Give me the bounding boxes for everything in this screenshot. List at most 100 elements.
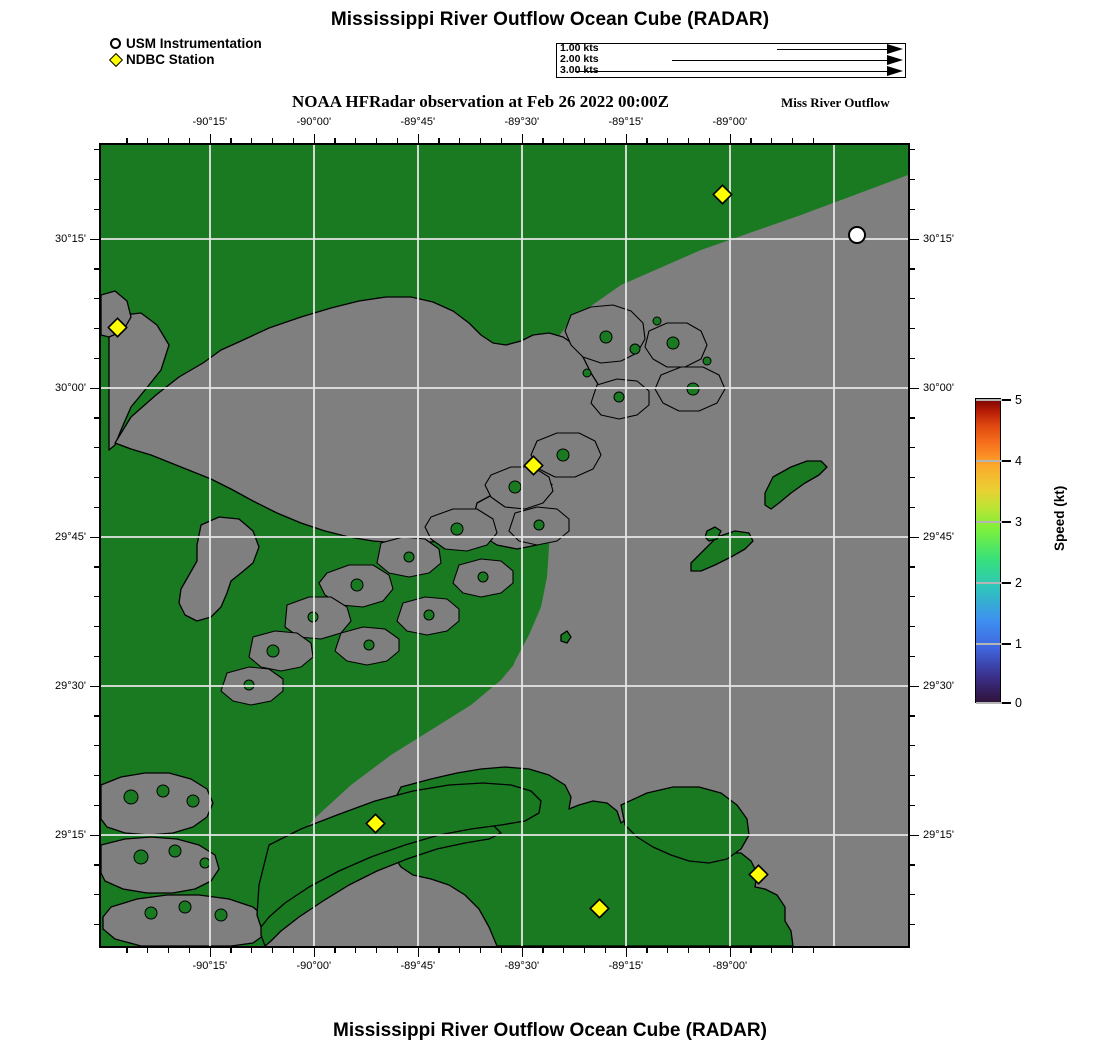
- velocity-scale-label-1: 1.00 kts: [560, 42, 599, 54]
- x-minor-tick: [396, 138, 398, 143]
- colorbar-tick-1: 1: [1015, 637, 1022, 651]
- velocity-arrow-shaft: [672, 60, 887, 62]
- x-minor-tick: [334, 948, 336, 953]
- x-minor-tick: [646, 138, 648, 143]
- map-graphic: [101, 145, 908, 946]
- y-major-tick: [910, 536, 919, 538]
- colorbar-tick-3: 3: [1015, 515, 1022, 529]
- y-minor-tick: [94, 149, 99, 151]
- x-minor-tick: [271, 948, 274, 953]
- velocity-scale-legend: 1.00 kts 2.00 kts 3.00 kts: [556, 43, 906, 78]
- colorbar[interactable]: 5 4 3 2 1 0: [975, 393, 1022, 710]
- y-minor-tick: [94, 476, 99, 479]
- x-minor-tick: [251, 948, 253, 953]
- x-minor-tick: [687, 948, 690, 953]
- x-axis-label-bottom: -89°00': [712, 960, 748, 972]
- y-minor-tick: [94, 774, 99, 777]
- y-major-tick: [90, 685, 99, 687]
- y-minor-tick: [910, 596, 915, 598]
- x-major-tick: [313, 948, 315, 957]
- x-minor-tick: [791, 948, 794, 953]
- colorbar-title: Speed (kt): [1052, 485, 1067, 551]
- x-major-tick: [521, 134, 523, 143]
- ndbc-station-marker[interactable]: [589, 898, 610, 919]
- legend-item-ndbc: NDBC Station: [108, 52, 262, 68]
- y-minor-tick: [94, 268, 99, 270]
- x-axis-label-bottom: -89°45': [400, 960, 436, 972]
- x-minor-tick: [604, 948, 606, 953]
- x-minor-tick: [500, 138, 502, 143]
- x-minor-tick: [708, 948, 710, 953]
- y-major-tick: [910, 387, 919, 389]
- y-minor-tick: [94, 566, 99, 568]
- x-minor-tick: [167, 948, 170, 953]
- y-minor-tick: [910, 149, 915, 151]
- y-minor-tick: [910, 447, 915, 449]
- x-major-tick: [313, 134, 315, 143]
- y-major-tick: [90, 536, 99, 538]
- colorbar-tick-2: 2: [1015, 576, 1022, 590]
- x-major-tick: [417, 134, 419, 143]
- y-minor-tick: [94, 327, 99, 330]
- y-minor-tick: [94, 625, 99, 628]
- x-minor-tick: [292, 138, 294, 143]
- ndbc-station-marker[interactable]: [523, 455, 544, 476]
- x-minor-tick: [542, 948, 544, 953]
- y-minor-tick: [94, 417, 99, 419]
- y-axis-label-right: 29°15': [923, 829, 954, 841]
- x-major-tick: [521, 948, 523, 957]
- y-major-tick: [90, 387, 99, 389]
- y-axis-label-left: 29°45': [55, 531, 86, 543]
- x-minor-tick: [355, 138, 357, 143]
- map-canvas[interactable]: [99, 143, 910, 948]
- ndbc-station-marker[interactable]: [107, 317, 128, 338]
- y-minor-tick: [94, 447, 99, 449]
- x-axis-label-top: -89°30': [504, 116, 540, 128]
- y-minor-tick: [910, 894, 915, 896]
- usm-instrumentation-marker[interactable]: [848, 226, 866, 244]
- y-minor-tick: [910, 804, 915, 806]
- y-minor-tick: [94, 715, 99, 717]
- y-minor-tick: [94, 357, 99, 359]
- ndbc-station-marker[interactable]: [712, 184, 733, 205]
- y-minor-tick: [94, 298, 99, 300]
- x-minor-tick: [355, 948, 357, 953]
- y-minor-tick: [910, 774, 915, 777]
- x-minor-tick: [126, 138, 128, 143]
- colorbar-gradient: 5 4 3 2 1 0: [975, 393, 1022, 710]
- y-minor-tick: [910, 298, 915, 300]
- x-minor-tick: [459, 948, 461, 953]
- x-minor-tick: [667, 948, 669, 953]
- colorbar-tick-4: 4: [1015, 454, 1022, 468]
- ndbc-station-marker[interactable]: [748, 864, 769, 885]
- y-minor-tick: [94, 208, 99, 210]
- x-minor-tick: [334, 138, 336, 143]
- y-minor-tick: [94, 655, 99, 657]
- ndbc-station-marker[interactable]: [365, 813, 386, 834]
- y-major-tick: [90, 238, 99, 240]
- x-axis-label-top: -89°45': [400, 116, 436, 128]
- x-major-tick: [417, 948, 419, 957]
- x-major-tick: [729, 134, 731, 143]
- velocity-arrow-head: [887, 44, 903, 54]
- x-major-tick: [729, 948, 731, 957]
- velocity-scale-row: 1.00 kts: [557, 42, 905, 55]
- x-major-tick: [625, 948, 627, 957]
- colorbar-tick-5: 5: [1015, 393, 1022, 407]
- velocity-scale-label-2: 2.00 kts: [560, 53, 599, 65]
- velocity-scale-row: 3.00 kts: [557, 64, 905, 77]
- observation-subtitle: NOAA HFRadar observation at Feb 26 2022 …: [292, 92, 669, 111]
- x-minor-tick: [479, 948, 482, 953]
- x-minor-tick: [771, 948, 773, 953]
- velocity-arrow-shaft: [575, 71, 887, 73]
- y-minor-tick: [910, 476, 915, 479]
- velocity-scale-label-3: 3.00 kts: [560, 64, 599, 76]
- y-minor-tick: [910, 417, 915, 419]
- x-minor-tick: [479, 138, 482, 143]
- y-minor-tick: [94, 178, 99, 181]
- x-minor-tick: [292, 948, 294, 953]
- y-axis-label-left: 29°15': [55, 829, 86, 841]
- x-axis-label-top: -90°00': [296, 116, 332, 128]
- x-axis-label-bottom: -89°30': [504, 960, 540, 972]
- x-minor-tick: [230, 138, 232, 143]
